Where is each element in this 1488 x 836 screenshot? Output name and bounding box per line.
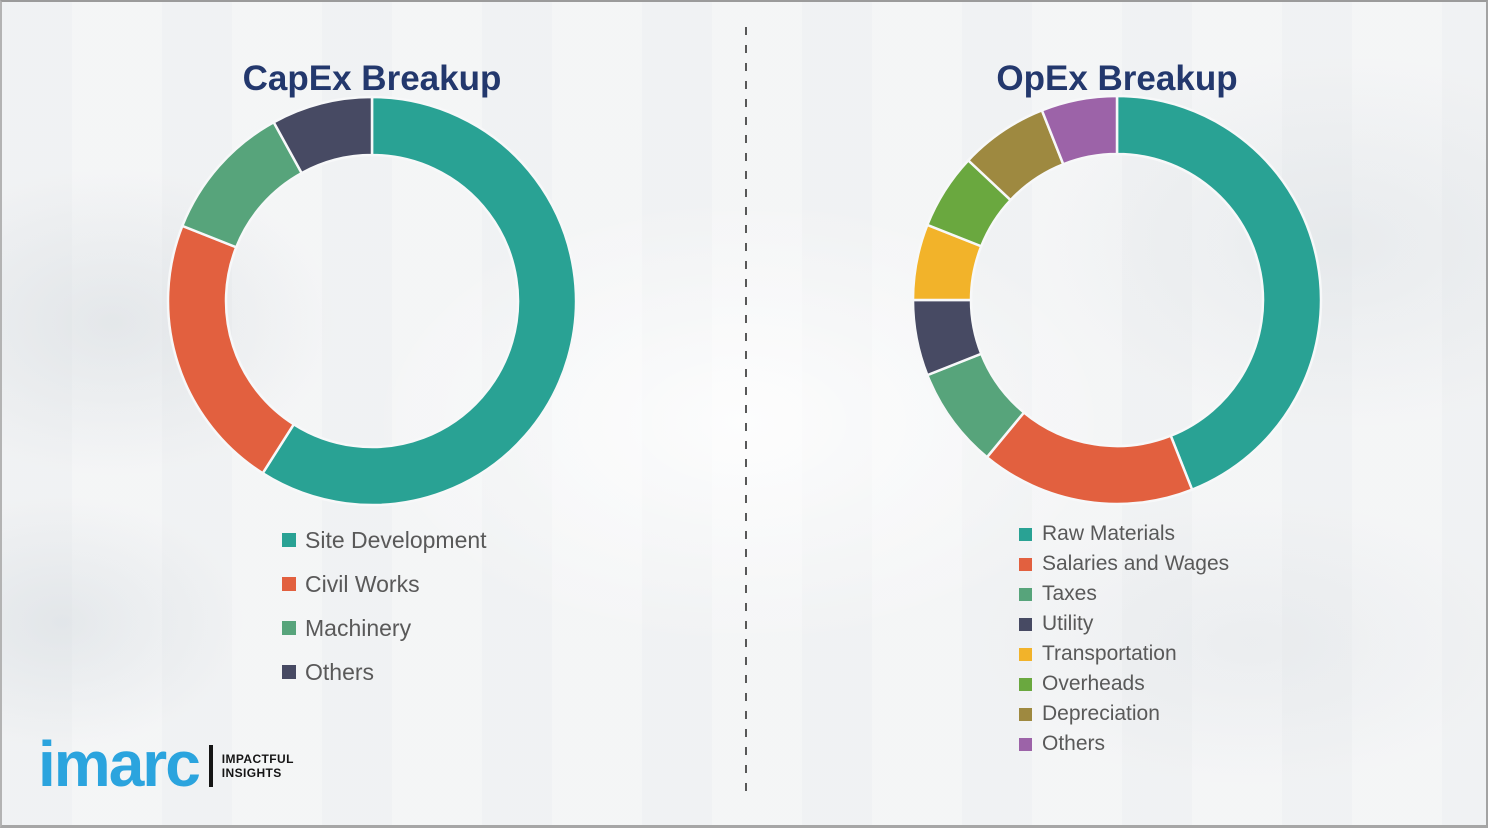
legend-label: Transportation bbox=[1042, 642, 1177, 665]
legend-item-others: Others bbox=[282, 650, 487, 694]
legend-item-raw-materials: Raw Materials bbox=[1019, 519, 1229, 549]
legend-label: Raw Materials bbox=[1042, 522, 1176, 545]
legend-label: Depreciation bbox=[1042, 702, 1160, 725]
legend-swatch-depreciation bbox=[1019, 707, 1032, 721]
slice-others bbox=[1040, 94, 1119, 166]
legend-swatch-overheads bbox=[1019, 677, 1032, 691]
logo-tagline: IMPACTFUL INSIGHTS bbox=[222, 752, 294, 781]
legend-swatch-site-development bbox=[282, 533, 296, 547]
legend-item-depreciation: Depreciation bbox=[1019, 699, 1229, 729]
legend-swatch-civil-works bbox=[282, 577, 296, 591]
logo-tagline-line1: IMPACTFUL bbox=[221, 751, 294, 766]
capex-chart-title: CapEx Breakup bbox=[242, 59, 502, 99]
legend-swatch-machinery bbox=[282, 621, 296, 635]
imarc-wordmark: imarc bbox=[38, 728, 201, 800]
slice-civil-works bbox=[166, 224, 296, 475]
legend-label: Overheads bbox=[1042, 672, 1145, 695]
legend-label: Site Development bbox=[305, 526, 487, 553]
legend-item-others: Others bbox=[1019, 729, 1229, 759]
legend-label: Utility bbox=[1042, 612, 1094, 635]
legend-label: Salaries and Wages bbox=[1042, 552, 1230, 575]
legend-item-civil-works: Civil Works bbox=[282, 562, 487, 606]
legend-item-utility: Utility bbox=[1019, 609, 1229, 639]
opex-chart-title: OpEx Breakup bbox=[996, 59, 1238, 99]
legend-label: Civil Works bbox=[305, 570, 420, 597]
logo-tagline-line2: INSIGHTS bbox=[221, 766, 282, 780]
slice-raw-materials bbox=[1115, 94, 1323, 492]
legend-swatch-utility bbox=[1019, 617, 1032, 631]
capex-legend: Site Development Civil Works Machinery Othe… bbox=[282, 518, 487, 694]
legend-item-overheads: Overheads bbox=[1019, 669, 1229, 699]
slice-salaries-and-wages bbox=[985, 410, 1194, 506]
capex-donut-chart bbox=[166, 95, 578, 507]
legend-label: Others bbox=[1042, 732, 1106, 755]
legend-label: Machinery bbox=[305, 614, 412, 641]
slice-others bbox=[272, 95, 374, 175]
legend-item-transportation: Transportation bbox=[1019, 639, 1229, 669]
legend-item-salaries-and-wages: Salaries and Wages bbox=[1019, 549, 1229, 579]
slice-site-development bbox=[260, 95, 578, 507]
imarc-logo: imarc IMPACTFUL INSIGHTS bbox=[38, 730, 294, 802]
opex-donut-chart bbox=[911, 94, 1323, 506]
legend-label: Others bbox=[305, 658, 375, 685]
legend-item-machinery: Machinery bbox=[282, 606, 487, 650]
legend-swatch-salaries-and-wages bbox=[1019, 557, 1032, 571]
legend-swatch-taxes bbox=[1019, 587, 1032, 601]
legend-label: Taxes bbox=[1042, 582, 1097, 605]
legend-swatch-others bbox=[1019, 737, 1032, 751]
legend-swatch-raw-materials bbox=[1019, 527, 1032, 541]
logo-divider-bar bbox=[208, 745, 213, 787]
legend-item-site-development: Site Development bbox=[282, 518, 487, 562]
legend-item-taxes: Taxes bbox=[1019, 579, 1229, 609]
legend-swatch-transportation bbox=[1019, 647, 1032, 661]
opex-legend: Raw Materials Salaries and Wages Taxes Util… bbox=[1019, 519, 1229, 759]
legend-swatch-others bbox=[282, 665, 296, 679]
vertical-dashed-divider bbox=[745, 27, 747, 793]
